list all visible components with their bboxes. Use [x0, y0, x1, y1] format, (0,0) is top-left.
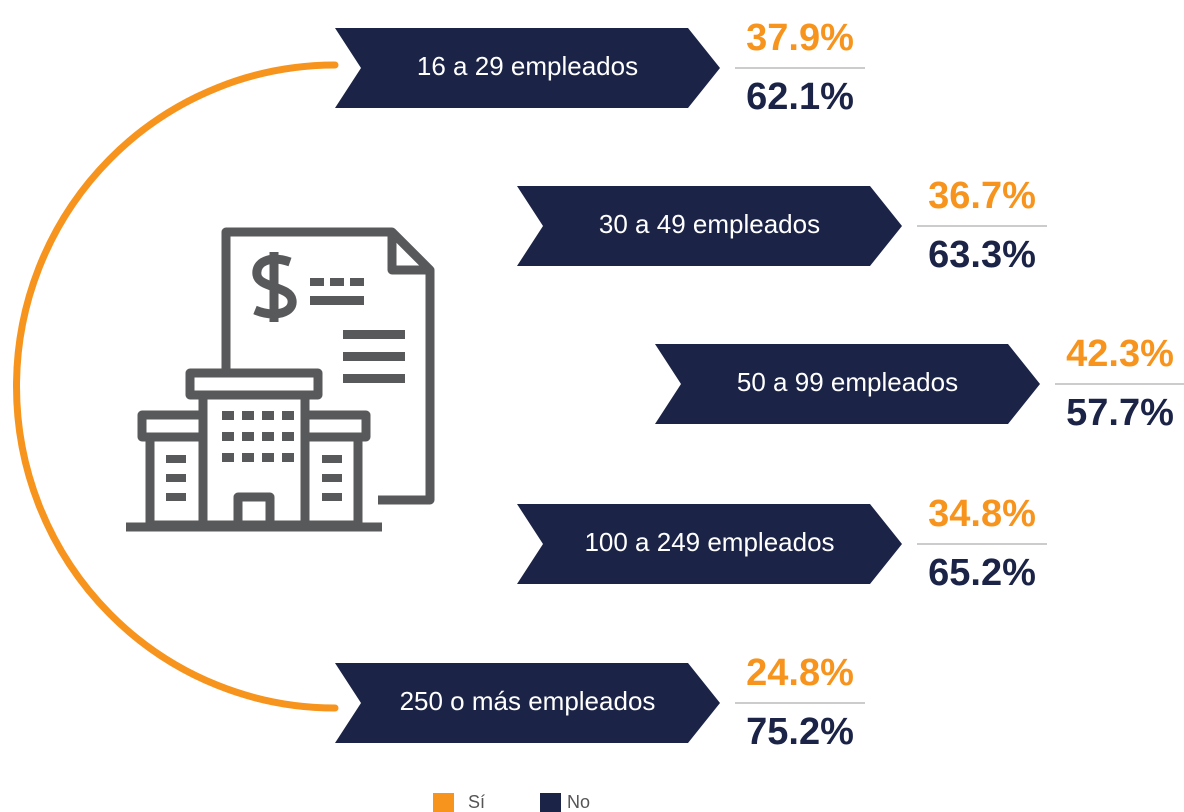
group-label: 16 a 29 empleados	[417, 51, 638, 81]
legend-swatch	[433, 793, 454, 812]
label-arrow	[335, 28, 720, 108]
group-label: 100 a 249 empleados	[584, 527, 834, 557]
group-label: 30 a 49 empleados	[599, 209, 820, 239]
label-arrow	[517, 504, 902, 584]
legend-swatch	[540, 793, 561, 812]
no-value: 62.1%	[746, 76, 854, 118]
si-value: 24.8%	[746, 652, 854, 694]
legend-label: No	[567, 792, 590, 812]
si-value: 42.3%	[1066, 333, 1174, 375]
si-value: 37.9%	[746, 17, 854, 59]
no-value: 63.3%	[928, 234, 1036, 276]
group-label: 250 o más empleados	[400, 686, 656, 716]
label-arrow	[655, 344, 1040, 424]
arc	[13, 61, 339, 712]
label-arrow	[335, 663, 720, 743]
no-value: 57.7%	[1066, 392, 1174, 434]
group-label: 50 a 99 empleados	[737, 367, 958, 397]
si-value: 36.7%	[928, 175, 1036, 217]
building-icon	[126, 227, 435, 532]
si-value: 34.8%	[928, 493, 1036, 535]
no-value: 75.2%	[746, 711, 854, 753]
label-arrow	[517, 186, 902, 266]
legend-label: Sí	[468, 792, 485, 812]
no-value: 65.2%	[928, 552, 1036, 594]
